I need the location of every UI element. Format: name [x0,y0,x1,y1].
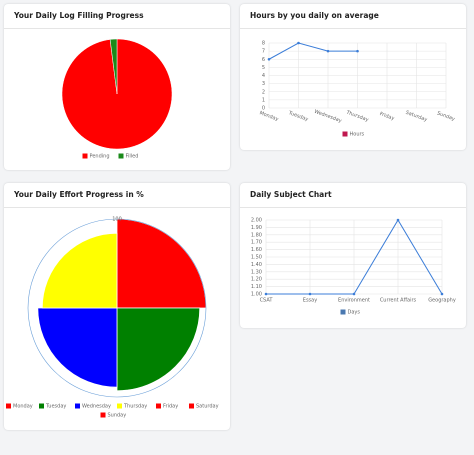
x-tick-label: Geography [428,298,456,304]
y-tick-label: 1.30 [251,269,262,275]
y-tick-label: 4 [262,73,265,79]
legend-swatch [100,412,106,418]
y-tick-label: 0 [262,106,265,112]
card-title: Your Daily Log Filling Progress [4,4,230,29]
polar-segment [41,232,118,309]
chart: 1.00 1.101.20 1.301.401.50 1.601.70 1.801.90… [251,218,456,316]
grid-ring [27,218,207,398]
legend-swatch [117,403,122,409]
y-tick-label: 1.00 [251,292,262,298]
legend-swatch [342,131,348,137]
y-tick-label: 1 [262,97,265,103]
y-tick-label: 1.10 [251,284,262,290]
legend-swatch [75,403,80,409]
polar-segment [116,307,201,392]
y-tick-label: 5 [262,65,265,71]
line [268,42,358,60]
x-tick-label: CSAT [260,298,274,304]
legend-label: Days [348,310,361,316]
legend-label: Monday [13,404,33,410]
legend-label: Tuesday [45,404,66,410]
x-tick-label: Sunday [436,110,456,122]
point [267,57,271,61]
legend-label: Filled [126,154,139,160]
x-tick-label: Saturday [405,110,428,123]
y-tick-label: 2.00 [251,218,262,224]
y-tick-label: 1.60 [251,247,262,253]
legend-swatch [340,309,346,315]
legend-swatch [118,153,124,159]
legend-label: Friday [163,404,178,410]
card-title: Daily Subject Chart [240,183,466,208]
card-title: Hours by you daily on average [240,4,466,29]
r-tick-label: 100 [112,217,122,223]
point [352,292,356,296]
x-tick-label: Friday [379,111,395,122]
legend-label: Pending [90,154,110,160]
polar-segment [116,218,207,309]
card: Your Daily Log Filling Progress Pending Fi… [4,4,230,170]
y-tick-label: 1.70 [251,240,262,246]
legend-label: Hours [350,132,365,138]
card: Hours by you daily on average 0 1 2 3 4 5 6 7 8 Mo… [240,4,466,150]
legend-label: Thursday [123,404,147,410]
y-tick-label: 7 [262,49,265,55]
card-title: Your Daily Effort Progress in % [4,183,230,208]
y-tick-label: 8 [262,41,265,47]
point [396,218,400,222]
y-tick-label: 1.90 [251,225,262,231]
legend-swatch [6,403,11,409]
point [264,292,268,296]
chart: Pending Filled [61,38,173,160]
y-tick-label: 1.50 [251,255,262,261]
x-tick-label: Essay [303,298,317,304]
chart: 100 Monday Tuesday Wednesday Thursday Friday S… [6,217,219,419]
y-tick-label: 3 [262,81,265,87]
card: Daily Subject Chart 1.00 1.10 1.20 1.30 1.40 1… [240,183,466,328]
x-tick-label: Tuesday [287,110,309,123]
y-tick-label: 6 [262,57,265,63]
legend-label: Wednesday [82,404,111,410]
point [308,292,312,296]
legend-swatch [189,403,194,409]
x-tick-label: Wednesday [313,109,342,125]
y-tick-label: 1.40 [251,262,262,268]
x-tick-label: Thursday [344,109,369,123]
polar-segment [37,307,118,388]
legend-swatch [156,403,161,409]
point [440,292,444,296]
y-tick-label: 1.20 [251,277,262,283]
x-tick-label: Monday [259,110,280,122]
x-tick-label: Current Affairs [380,298,417,304]
y-tick-label: 1.80 [251,232,262,238]
pie-slice [109,38,118,95]
card: Your Daily Effort Progress in % 100 Monday… [4,183,230,430]
point [297,41,300,45]
legend-swatch [82,153,88,159]
y-tick-label: 2 [262,89,265,95]
legend-swatch [39,403,44,409]
point [356,49,359,53]
point [326,49,330,53]
x-tick-label: Environment [338,298,370,304]
legend-label: Saturday [196,404,219,410]
chart: 0 1 2 3 4 5 6 7 8 Monday Tuesday Wednesday Thursday F… [259,41,456,138]
legend-label: Sunday [108,413,127,419]
